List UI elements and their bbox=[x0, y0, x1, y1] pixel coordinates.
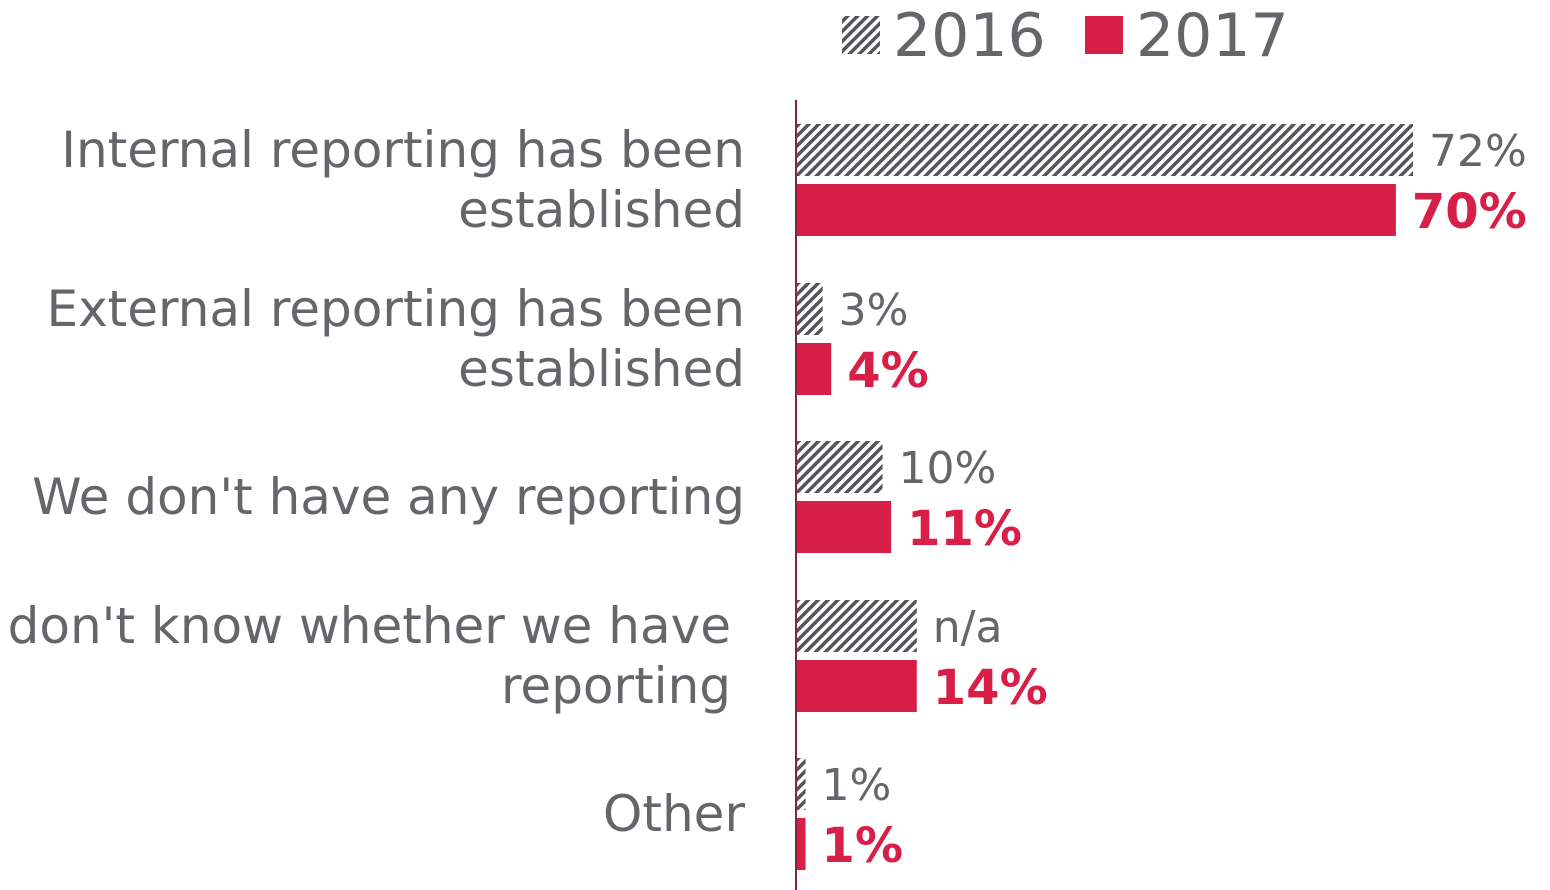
data-label-2016: 3% bbox=[839, 285, 909, 336]
category-label: I don't know whether we have bbox=[0, 597, 731, 655]
data-label-2016: n/a bbox=[933, 602, 1003, 653]
data-label-2017: 14% bbox=[933, 660, 1048, 716]
bar-2016 bbox=[797, 758, 806, 810]
category-label: established bbox=[458, 181, 745, 239]
category-label: Other bbox=[603, 785, 745, 843]
bar-2016 bbox=[797, 124, 1413, 176]
bar-2016 bbox=[797, 600, 917, 652]
bar-2017 bbox=[797, 184, 1396, 236]
bar-2017 bbox=[797, 501, 892, 553]
data-label-2017: 1% bbox=[822, 818, 904, 874]
data-label-2016: 1% bbox=[822, 760, 892, 811]
data-label-2016: 72% bbox=[1429, 126, 1527, 177]
data-label-2017: 11% bbox=[907, 501, 1022, 557]
category-labels: Internal reporting has beenestablishedEx… bbox=[0, 121, 745, 843]
category-label: We don't have any reporting bbox=[32, 468, 745, 526]
category-label: Internal reporting has been bbox=[61, 121, 745, 179]
bar-2017 bbox=[797, 660, 917, 712]
legend-label-2016: 2016 bbox=[893, 1, 1046, 71]
legend-swatch-2017 bbox=[1085, 16, 1123, 54]
category-label: reporting bbox=[501, 657, 731, 715]
bar-2016 bbox=[797, 283, 823, 335]
category-label: External reporting has been bbox=[47, 280, 746, 338]
legend-label-2017: 2017 bbox=[1136, 1, 1289, 71]
bar-2017 bbox=[797, 343, 832, 395]
data-label-2017: 4% bbox=[847, 343, 929, 399]
bar-2016 bbox=[797, 441, 883, 493]
category-label: established bbox=[458, 340, 745, 398]
legend: 2016 2017 bbox=[842, 1, 1289, 71]
data-label-2017: 70% bbox=[1412, 184, 1527, 240]
data-label-2016: 10% bbox=[899, 443, 997, 494]
bar-2017 bbox=[797, 818, 806, 870]
bars: 72% 70% 3% 4% 10% 11% n/a 14% 1% 1% bbox=[797, 124, 1527, 874]
legend-swatch-2016 bbox=[842, 16, 880, 54]
